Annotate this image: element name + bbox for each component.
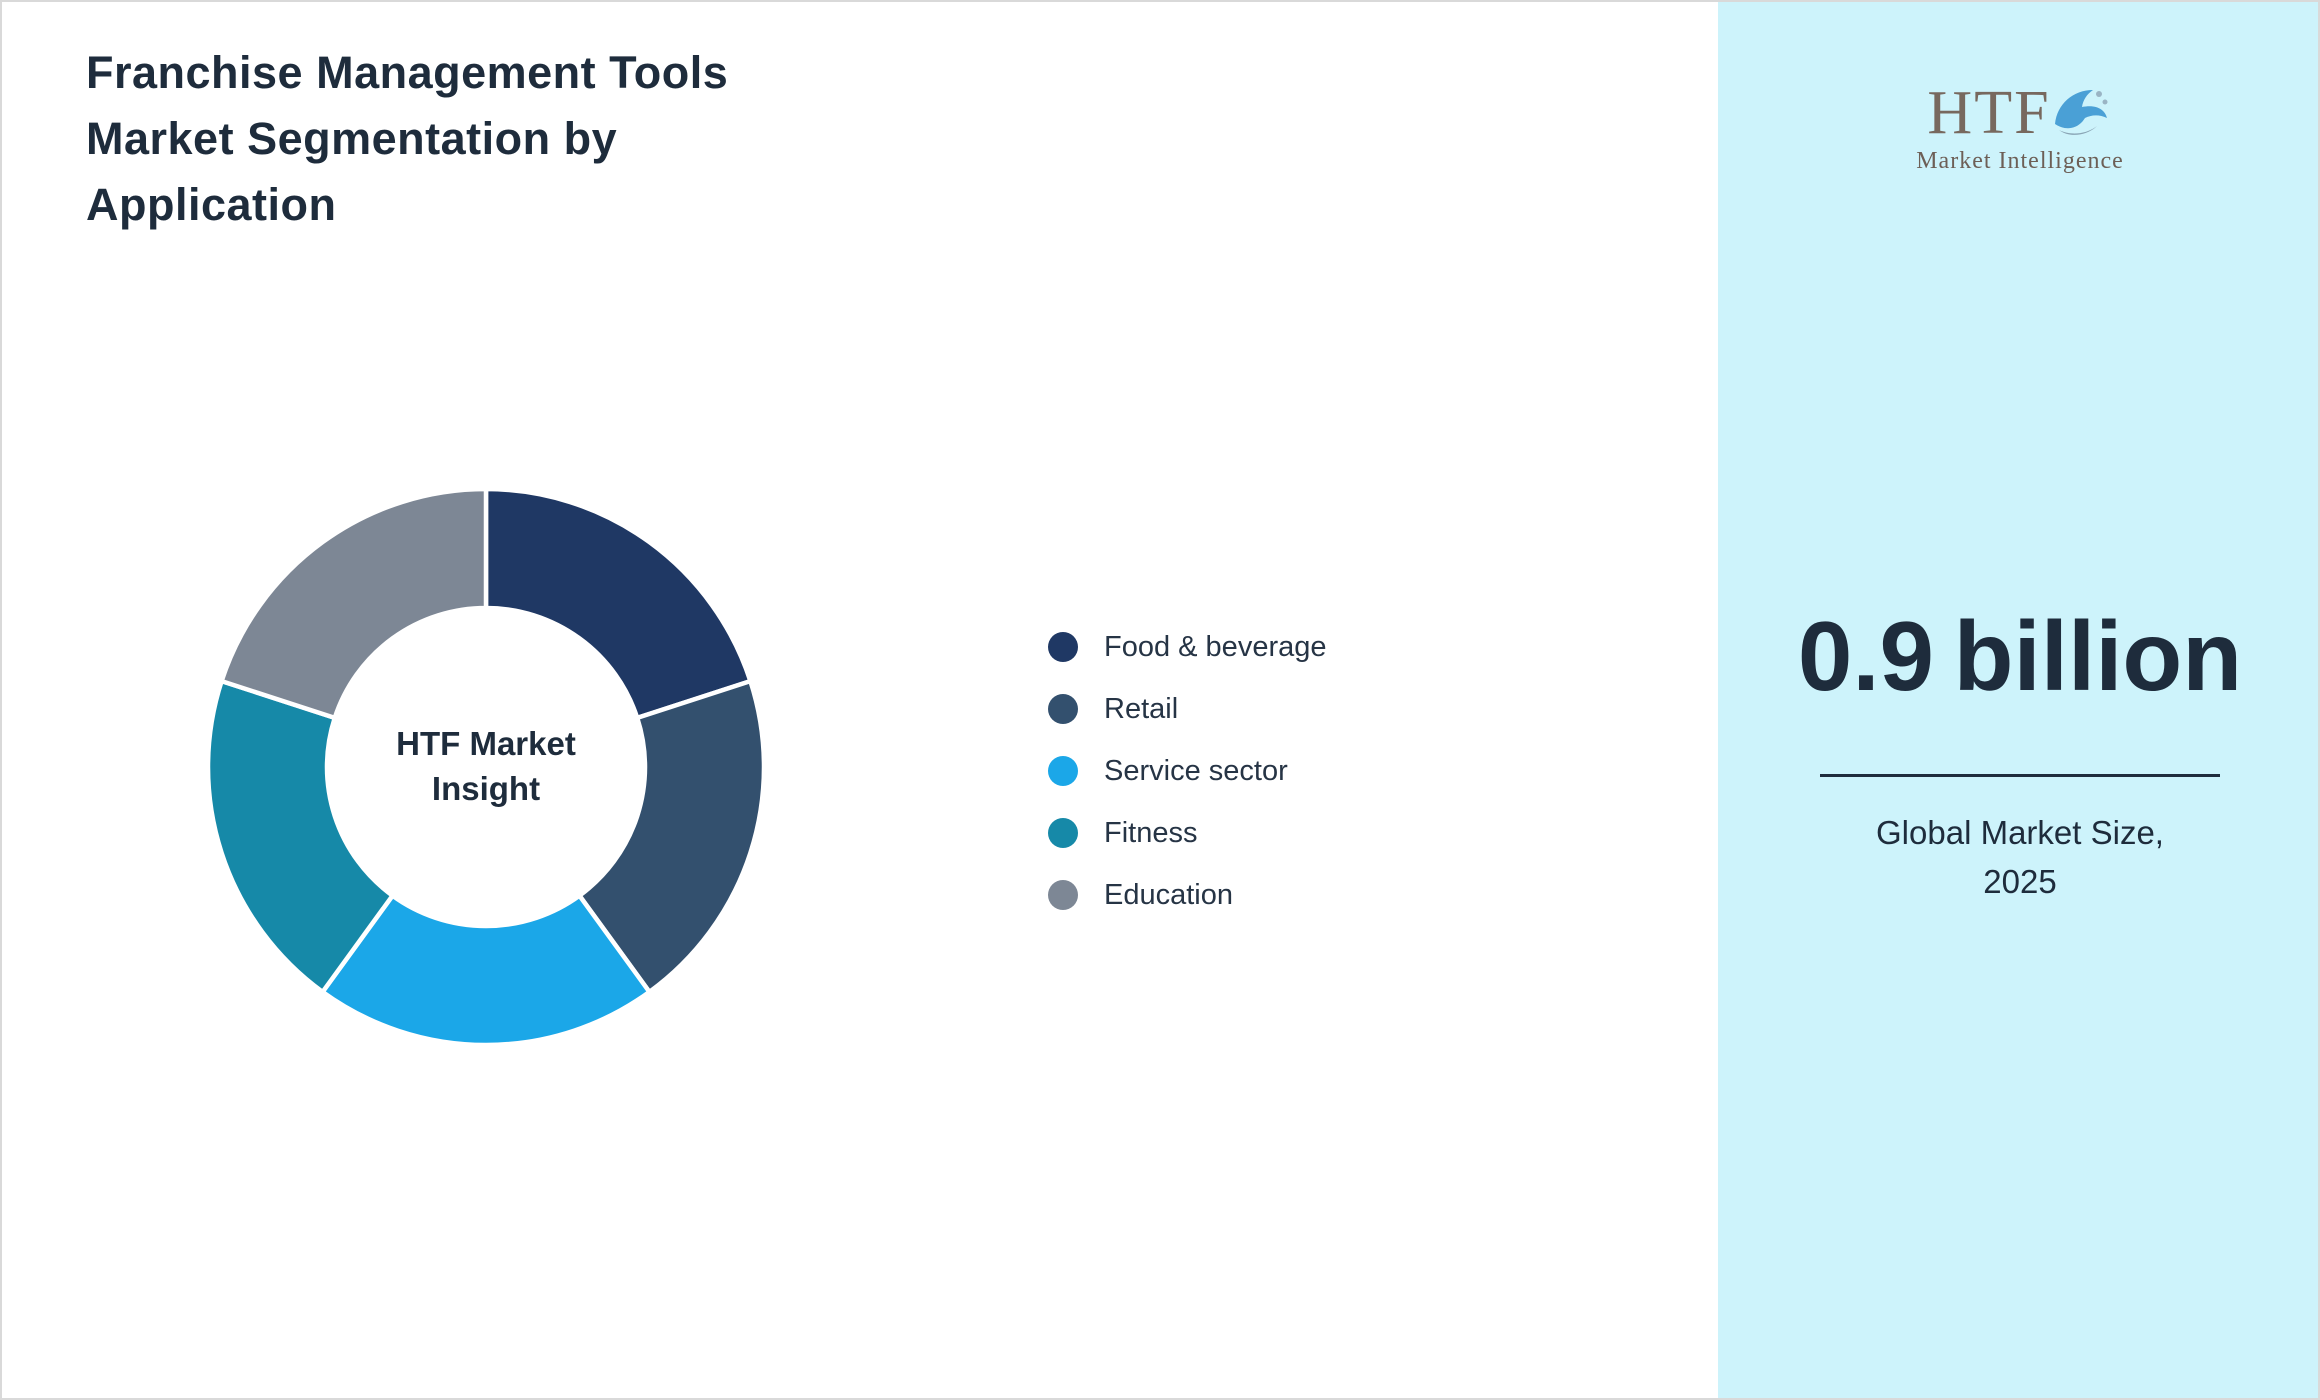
donut-chart: HTF Market Insight (186, 467, 786, 1067)
page-title-line: Franchise Management Tools (86, 47, 729, 98)
market-size-unit: billion (1953, 601, 2243, 711)
page-title-line: Application (86, 179, 337, 230)
legend-swatch (1048, 818, 1078, 848)
legend-item: Food & beverage (1048, 630, 1327, 663)
donut-segment-food-beverage (483, 486, 753, 721)
legend-swatch (1048, 756, 1078, 786)
page-title-line: Market Segmentation by (86, 113, 618, 164)
legend-label: Fitness (1104, 816, 1198, 849)
legend-swatch (1048, 632, 1078, 662)
legend-label: Service sector (1104, 754, 1288, 787)
htf-logo: HTF Market Intelligence (1718, 79, 2318, 175)
dolphin-icon (2054, 90, 2108, 135)
legend-label: Education (1104, 878, 1233, 911)
donut-segment-service-sector (320, 893, 652, 1048)
market-size-number: 0.9 (1797, 601, 1935, 711)
legend-item: Education (1048, 878, 1326, 911)
legend-item: Fitness (1048, 816, 1326, 849)
donut-svg (205, 486, 767, 1048)
caption-line: Global Market Size, (1876, 814, 2164, 851)
donut-segment-retail (577, 678, 767, 995)
logo-subtext: Market Intelligence (1916, 148, 2124, 174)
page-title: Franchise Management Tools Market Segmen… (86, 40, 728, 238)
donut-segment-fitness (205, 678, 395, 995)
chart-legend: Food & beverage Retail Service sector Fitne… (1048, 630, 1327, 911)
legend-swatch (1048, 694, 1078, 724)
divider-line (1820, 774, 2220, 777)
logo-text: HTF (1927, 79, 2051, 147)
donut-segment-education (219, 486, 489, 721)
legend-item: Service sector (1048, 754, 1326, 787)
caption-line: 2025 (1983, 863, 2057, 900)
market-size: 0.9 billion (1718, 607, 2318, 705)
legend-label: Retail (1104, 692, 1179, 725)
legend-swatch (1048, 880, 1078, 910)
logo-row: HTF (1718, 79, 2318, 147)
legend-item: Retail (1048, 692, 1326, 725)
market-size-caption: Global Market Size, 2025 (1718, 808, 2318, 906)
legend-label: Food & beverage (1104, 630, 1327, 663)
right-panel: HTF Market Intelligence 0.9 billion Globa… (1718, 2, 2318, 1398)
